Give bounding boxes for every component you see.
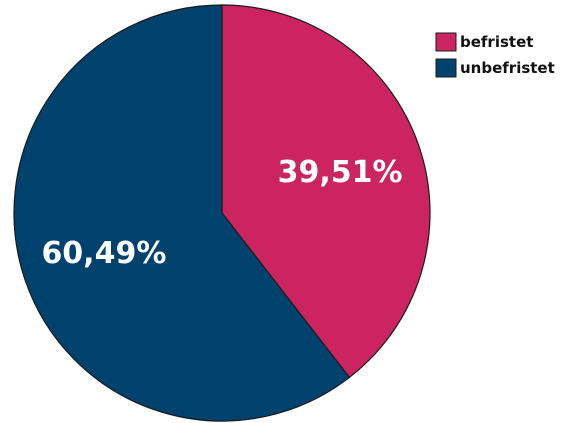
legend-swatch-befristet: [435, 32, 457, 52]
legend-swatch-unbefristet: [435, 58, 457, 78]
pie-slice-label-unbefristet: 60,49%: [41, 236, 166, 271]
legend: befristet unbefristet: [435, 32, 555, 78]
pie-slice-unbefristet: [13, 4, 351, 422]
pie-slices: [13, 4, 431, 422]
pie-slice-label-befristet: 39,51%: [278, 155, 403, 190]
legend-label-befristet: befristet: [460, 33, 533, 51]
legend-label-unbefristet: unbefristet: [460, 59, 555, 77]
pie-slice-labels: 39,51% 60,49%: [41, 155, 402, 271]
pie-slice-befristet: [221, 4, 431, 379]
